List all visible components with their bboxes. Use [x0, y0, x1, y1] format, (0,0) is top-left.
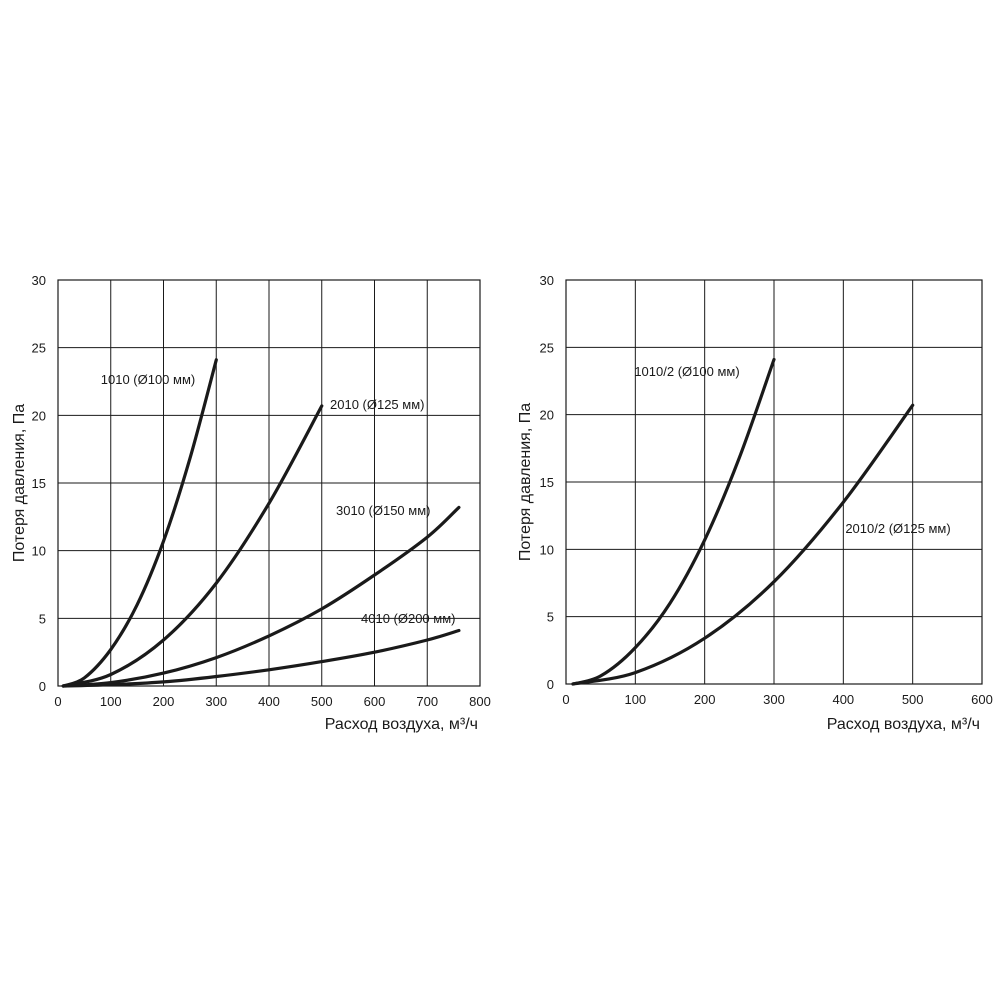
series-label: 4010 (Ø200 мм) — [361, 611, 455, 626]
y-axis-label: Потеря давления, Па — [517, 403, 534, 561]
series-line — [61, 358, 218, 688]
x-tick-label: 0 — [562, 692, 569, 707]
series-label: 1010 (Ø100 мм) — [101, 372, 195, 387]
x-tick-label: 600 — [971, 692, 993, 707]
y-tick-label: 10 — [540, 542, 554, 557]
x-axis-label: Расход воздуха, м³/ч — [827, 716, 980, 733]
x-tick-label: 500 — [902, 692, 924, 707]
y-tick-label: 5 — [39, 611, 46, 626]
y-tick-label: 15 — [540, 475, 554, 490]
series-line — [571, 403, 915, 686]
series-line — [61, 628, 461, 688]
plot-frame — [57, 279, 481, 687]
y-tick-label: 0 — [547, 677, 554, 692]
y-tick-label: 5 — [547, 610, 554, 625]
series-label: 2010/2 (Ø125 мм) — [845, 521, 950, 536]
series-label: 2010 (Ø125 мм) — [330, 397, 424, 412]
y-tick-label: 0 — [39, 679, 46, 694]
y-tick-label: 20 — [540, 408, 554, 423]
x-tick-label: 400 — [832, 692, 854, 707]
series-label: 1010/2 (Ø100 мм) — [634, 364, 739, 379]
y-tick-label: 30 — [32, 273, 46, 288]
y-tick-label: 25 — [32, 341, 46, 356]
series-label: 3010 (Ø150 мм) — [336, 503, 430, 518]
x-tick-label: 400 — [258, 694, 280, 709]
x-tick-label: 200 — [694, 692, 716, 707]
y-tick-label: 25 — [540, 340, 554, 355]
x-tick-label: 0 — [54, 694, 61, 709]
y-tick-label: 10 — [32, 544, 46, 559]
x-axis-label: Расход воздуха, м³/ч — [325, 716, 478, 733]
x-tick-label: 200 — [153, 694, 175, 709]
series-line — [61, 404, 324, 688]
x-tick-label: 100 — [624, 692, 646, 707]
series-line — [61, 505, 461, 688]
x-tick-label: 700 — [416, 694, 438, 709]
x-tick-label: 800 — [469, 694, 491, 709]
y-tick-label: 20 — [32, 408, 46, 423]
series-line — [571, 357, 776, 686]
y-axis-label: Потеря давления, Па — [11, 404, 28, 562]
chart-right: 0 100 200 300 400 500 600 0 5 10 15 20 25 30 Расход во… — [517, 273, 993, 733]
x-tick-label: 500 — [311, 694, 333, 709]
x-tick-label: 300 — [763, 692, 785, 707]
y-tick-label: 30 — [540, 273, 554, 288]
x-tick-label: 100 — [100, 694, 122, 709]
x-tick-label: 300 — [205, 694, 227, 709]
plot-frame — [565, 279, 983, 685]
y-tick-label: 15 — [32, 476, 46, 491]
chart-left: 0 100 200 300 400 500 600 700 800 0 5 10 15 20 25 30 Рас… — [11, 273, 491, 733]
x-tick-label: 600 — [364, 694, 386, 709]
